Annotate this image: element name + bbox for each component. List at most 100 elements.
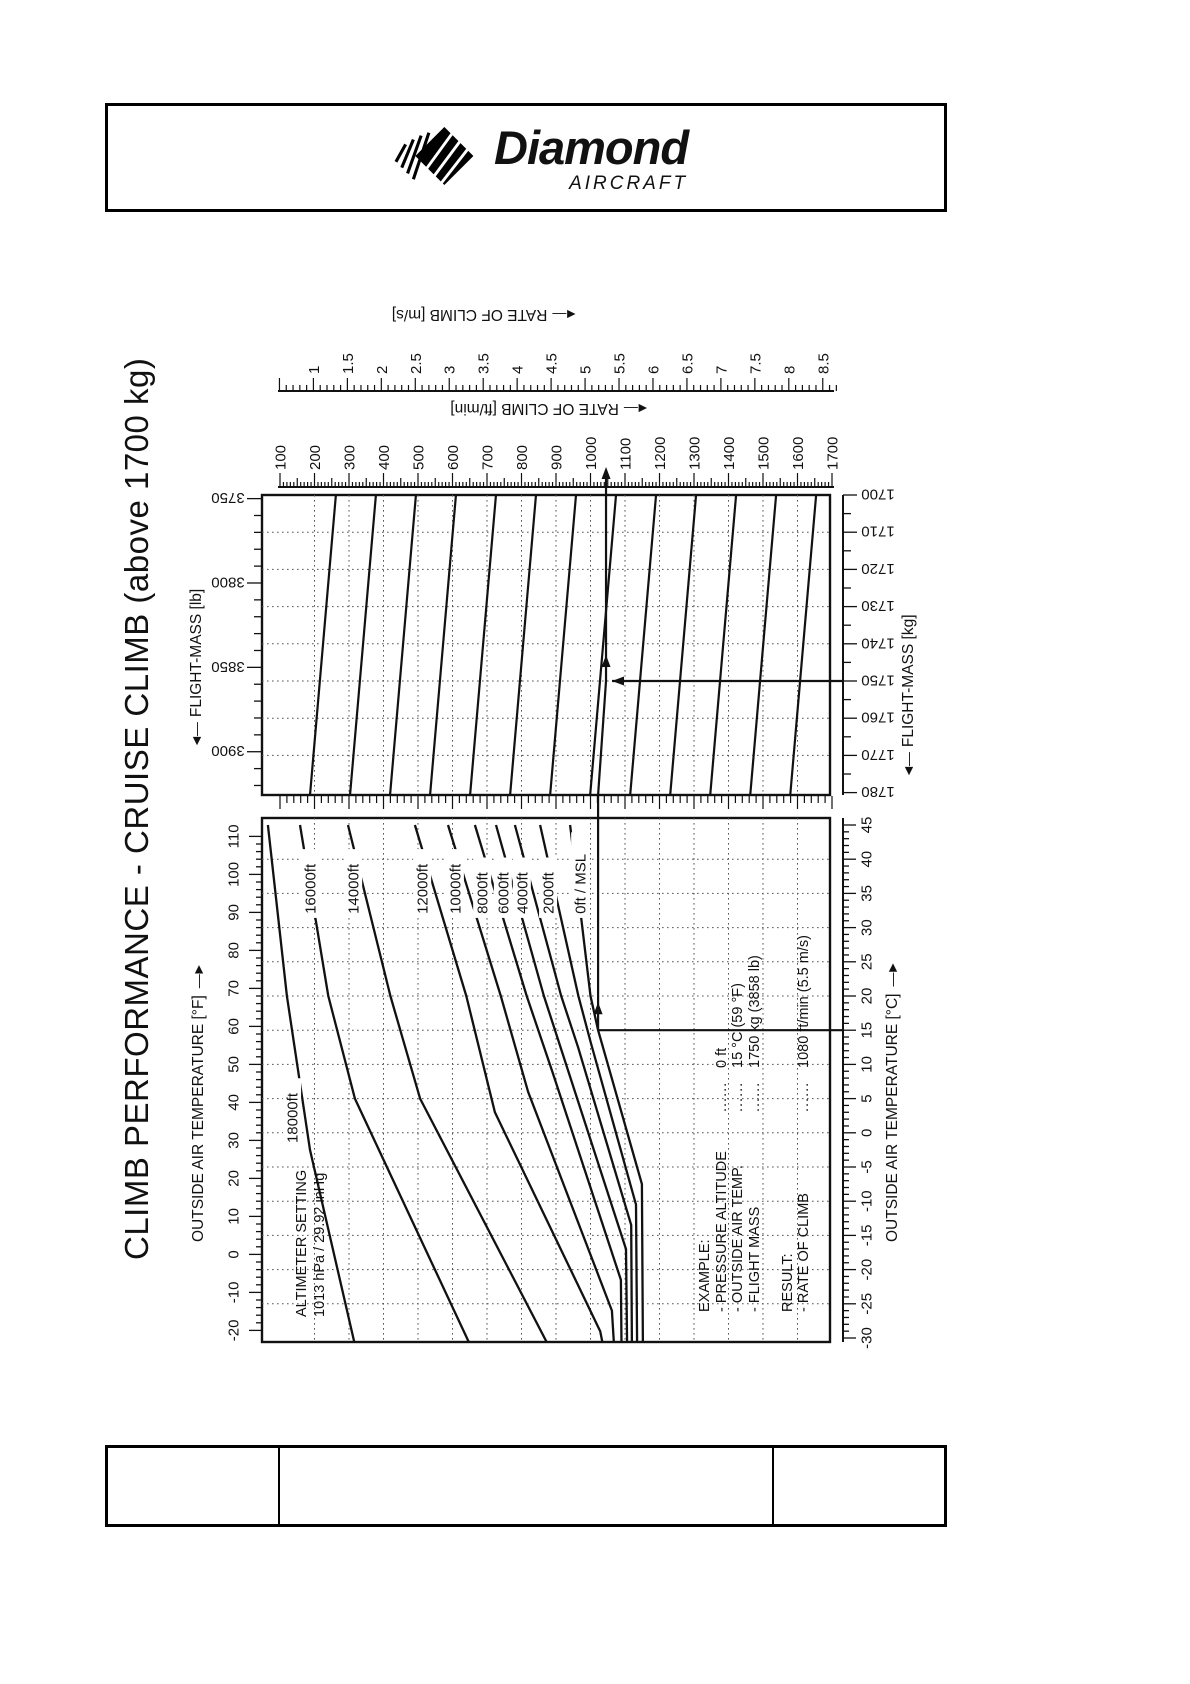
mass-panel: 3750 3800 3850 3900 1700 1710 1720 1730 1740 1750… [211,486,894,801]
example-row: - PRESSURE ALTITUDE...... 0 ft [713,1047,730,1312]
tick-label: 2 [374,366,391,374]
tick-label: 1500 [756,437,773,470]
tick-label: 1710 [861,523,894,540]
tick-label: 1760 [861,709,894,726]
altitude-curve [494,824,629,1342]
tick-label: 3900 [211,742,244,759]
tick-label: 10 [859,1056,876,1073]
tick-label: 6.5 [679,353,696,374]
rate-ms-axis-label: RATE OF CLIMB [m/s] [300,305,670,323]
tick-label: 40 [226,1094,243,1111]
tick-label: 5 [859,1094,876,1102]
tick-label: 800 [514,445,531,470]
tick-label: 1780 [861,783,894,800]
footer-table [105,1445,947,1527]
example-block: EXAMPLE: - PRESSURE ALTITUDE...... 0 ft -… [697,834,813,1312]
tick-label: 20 [226,1170,243,1187]
altimeter-note: ALTIMETER SETTING 1013 hPa / 29.92 inHg [293,1047,329,1317]
tick-label: 50 [226,1056,243,1073]
tick-label: 110 [226,824,243,848]
altitude-curve [346,824,548,1342]
up-arrow-icon [626,401,650,417]
tick-label: 70 [226,980,243,997]
oat-f-axis-label: OUTSIDE AIR TEMPERATURE [°F] [190,904,208,1242]
tick-label: 300 [342,445,359,470]
mass-guide-lines [308,495,818,795]
tick-label: 6 [645,366,662,374]
altitude-label: 12000ft [415,863,432,914]
altitude-curve [473,824,623,1342]
tick-label: 1700 [861,486,894,503]
tick-label: 1400 [721,437,738,470]
header-box: Diamond AIRCRAFT [105,103,947,212]
altimeter-note-line1: ALTIMETER SETTING [294,1169,310,1317]
tick-label: 2.5 [408,353,425,374]
example-row [763,834,780,1312]
tick-label: 3750 [211,489,244,506]
example-row: - OUTSIDE AIR TEMP....... 15 °C (59 °F) [730,983,746,1312]
tick-label: 1.5 [340,353,357,374]
altitude-curve [513,824,634,1342]
footer-cell-right [774,1448,944,1524]
tick-label: 1200 [652,437,669,470]
altitude-label: 0ft / MSL [573,854,590,914]
altitude-label: 6000ft [495,871,512,914]
tick-label: 10 [226,1208,243,1225]
tick-label: 1000 [583,437,600,470]
up-arrow-icon [884,963,900,987]
rate-ftmin-scale: 100 200 300 400 500 600 700 800 900 1000 1100 1200 1… [273,437,842,488]
tick-label: -20 [226,1320,243,1342]
altitude-label: 2000ft [541,871,558,914]
altitude-curve [446,824,615,1342]
tick-label: 900 [549,445,566,470]
tick-label: 100 [273,445,290,470]
oat-c-axis-label: OUTSIDE AIR TEMPERATURE [°C] [884,904,902,1242]
tick-label: 45 [859,817,876,834]
tick-label: 8 [781,366,798,374]
tick-label: 1770 [861,746,894,763]
tick-label: 200 [307,445,324,470]
tick-label: -10 [859,1190,876,1212]
tick-label: 5 [578,366,595,374]
tick-label: 5.5 [612,353,629,374]
tick-label: 30 [859,919,876,936]
altitude-curve [538,824,639,1342]
tick-label: 80 [226,942,243,959]
tick-label: 1100 [618,438,635,470]
tick-label: 15 [859,1022,876,1039]
tick-label: 1 [306,366,323,374]
mid-rate-ticks [279,796,833,809]
footer-cell-middle [280,1448,774,1524]
tick-label: 1700 [825,437,842,470]
altitude-label: 8000ft [475,871,492,914]
tick-label: 1750 [861,672,894,689]
tick-label: 4.5 [544,353,561,374]
diamond-logo-icon [394,126,474,186]
mass-kg-axis-label: FLIGHT-MASS [kg] [900,540,918,779]
tick-label: 600 [445,445,462,470]
altimeter-note-line2: 1013 hPa / 29.92 inHg [312,1172,329,1317]
example-row: - RATE OF CLIMB...... 1080 ft/min (5.5 m/… [796,935,812,1312]
tick-label: 1730 [861,597,894,614]
mass-lb-axis-label: FLIGHT-MASS [lb] [188,528,206,748]
rate-ftmin-axis-label: RATE OF CLIMB [ft/min] [330,399,770,417]
brand-subtitle: AIRCRAFT [569,173,689,194]
brand-name: Diamond [494,121,689,174]
footer-cell-left [108,1448,280,1524]
rate-ms-scale: 1 1.5 2 2.5 3 3.5 4 4.5 5 5.5 6 6.5 7 7.5 8 8.5 [278,353,837,392]
altitude-label: 16000ft [303,863,320,914]
example-row: - FLIGHT MASS...... 1750 kg (3858 lb) [746,955,763,1312]
altitude-label: 4000ft [514,871,531,914]
tick-label: 500 [411,445,428,470]
oat-panel: -20-100102030405060708090100110-30-25-20… [226,817,876,1349]
tick-label: 700 [480,445,497,470]
altitude-label: 14000ft [346,863,363,914]
brand-logo: Diamond AIRCRAFT [394,121,689,195]
down-arrow-icon [900,754,916,778]
tick-label: 3800 [211,573,244,590]
tick-label: 7.5 [747,353,764,374]
tick-label: -15 [859,1225,876,1247]
tick-label: -30 [859,1327,876,1349]
